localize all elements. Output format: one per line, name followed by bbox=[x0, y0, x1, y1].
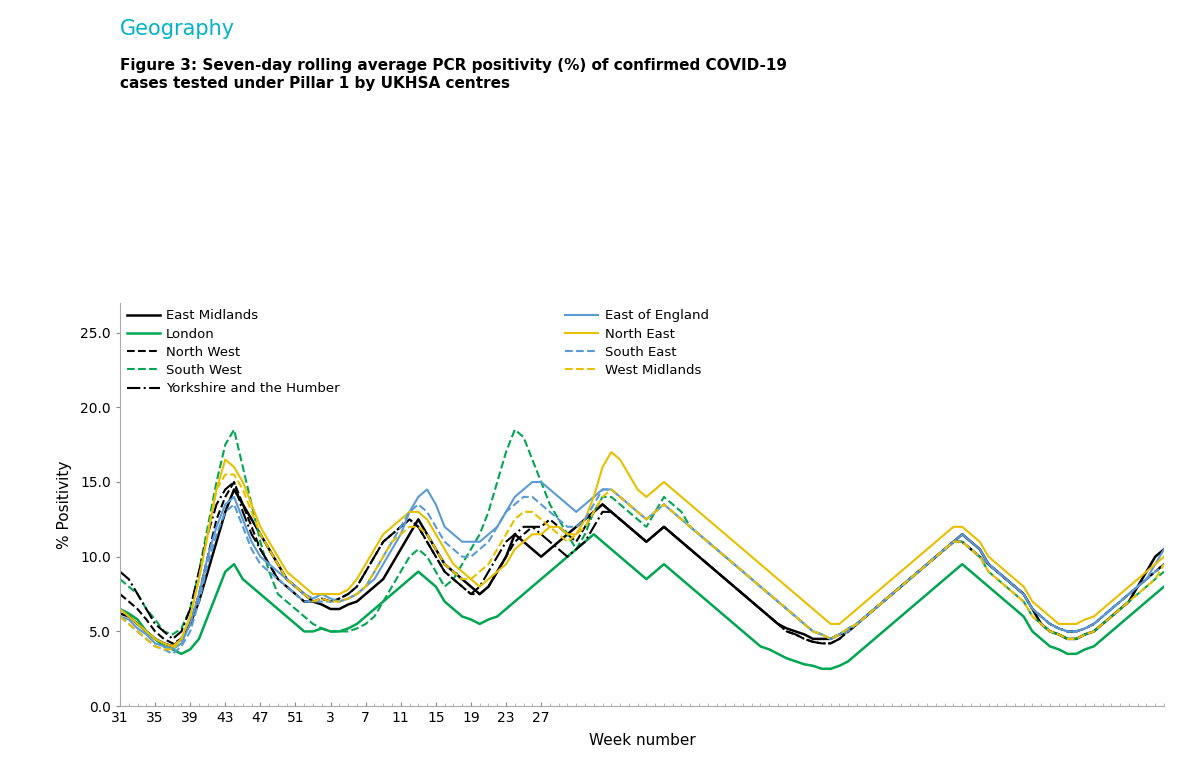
Legend: East of England, North East, South East, West Midlands: East of England, North East, South East,… bbox=[565, 310, 709, 377]
X-axis label: Week number: Week number bbox=[589, 733, 695, 748]
Y-axis label: % Positivity: % Positivity bbox=[56, 460, 72, 549]
Text: Geography: Geography bbox=[120, 19, 235, 40]
Text: Figure 3: Seven-day rolling average PCR positivity (%) of confirmed COVID-19
cas: Figure 3: Seven-day rolling average PCR … bbox=[120, 58, 787, 91]
